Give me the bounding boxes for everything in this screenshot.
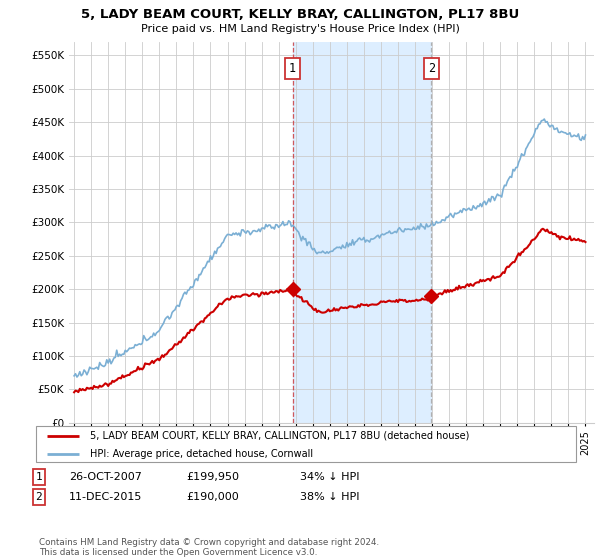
Text: HPI: Average price, detached house, Cornwall: HPI: Average price, detached house, Corn…	[90, 449, 313, 459]
Text: 1: 1	[35, 472, 43, 482]
Text: 34% ↓ HPI: 34% ↓ HPI	[300, 472, 359, 482]
Text: 26-OCT-2007: 26-OCT-2007	[69, 472, 142, 482]
Bar	[293, 42, 431, 423]
Text: 2: 2	[35, 492, 43, 502]
Text: 5, LADY BEAM COURT, KELLY BRAY, CALLINGTON, PL17 8BU: 5, LADY BEAM COURT, KELLY BRAY, CALLINGT…	[81, 8, 519, 21]
Text: 2: 2	[428, 62, 435, 75]
Text: 11-DEC-2015: 11-DEC-2015	[69, 492, 142, 502]
Text: 5, LADY BEAM COURT, KELLY BRAY, CALLINGTON, PL17 8BU (detached house): 5, LADY BEAM COURT, KELLY BRAY, CALLINGT…	[90, 431, 469, 441]
FancyBboxPatch shape	[36, 426, 576, 462]
Text: £190,000: £190,000	[186, 492, 239, 502]
Text: Contains HM Land Registry data © Crown copyright and database right 2024.
This d: Contains HM Land Registry data © Crown c…	[39, 538, 379, 557]
Text: 1: 1	[289, 62, 296, 75]
Text: £199,950: £199,950	[186, 472, 239, 482]
Text: 38% ↓ HPI: 38% ↓ HPI	[300, 492, 359, 502]
Text: Price paid vs. HM Land Registry's House Price Index (HPI): Price paid vs. HM Land Registry's House …	[140, 24, 460, 34]
